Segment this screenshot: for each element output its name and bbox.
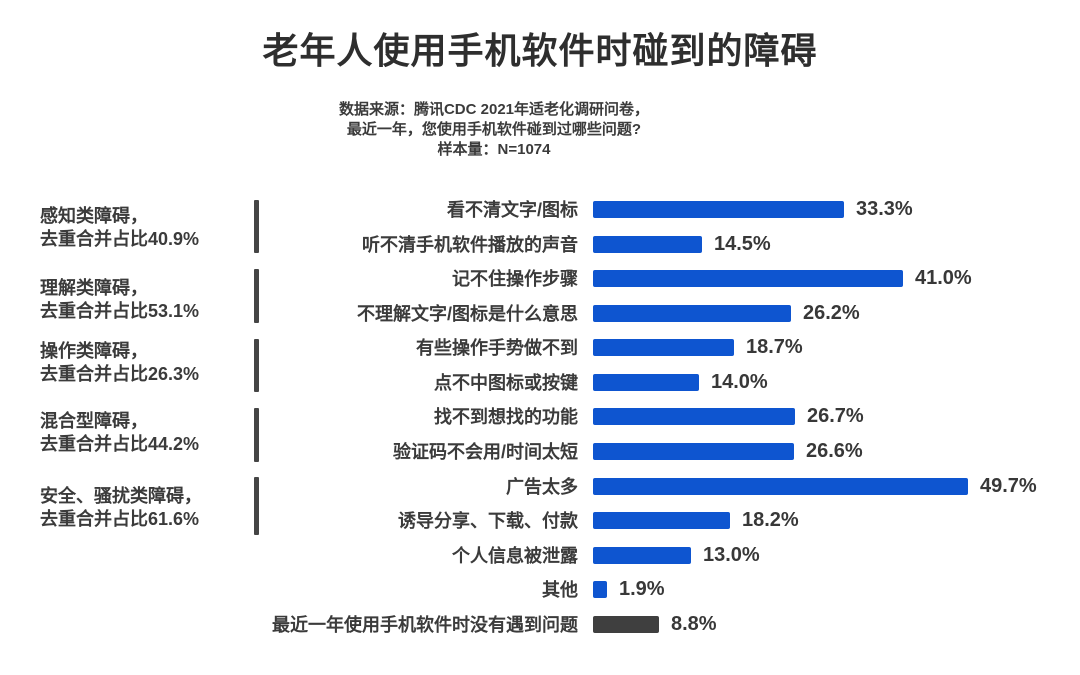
bar [593, 338, 734, 356]
bar-row: 记不住操作步骤 41.0% [0, 261, 1080, 295]
bar-value-label: 49.7% [980, 474, 1037, 497]
chart-title: 老年人使用手机软件时碰到的障碍 [262, 30, 818, 71]
bar-row: 点不中图标或按键 14.0% [0, 365, 1080, 399]
group-label-name-line: 操作类障碍， [40, 341, 148, 361]
bar-value-label: 14.5% [714, 232, 771, 255]
bar-category-label: 个人信息被泄露 [452, 546, 578, 566]
bar-row: 验证码不会用/时间太短 26.6% [0, 434, 1080, 468]
group-label-name-line: 理解类障碍， [40, 278, 148, 298]
group-label: 操作类障碍， 去重合并占比26.3% [40, 340, 199, 386]
bar-row: 找不到想找的功能 26.7% [0, 399, 1080, 433]
bar [593, 615, 659, 633]
bar [593, 511, 730, 529]
bar-value-label: 33.3% [856, 197, 913, 220]
bar [593, 373, 699, 391]
group-divider-line [254, 339, 259, 392]
bar-category-label: 诱导分享、下载、付款 [398, 511, 578, 531]
group-label: 安全、骚扰类障碍， 去重合并占比61.6% [40, 485, 202, 531]
group-label-percent-line: 去重合并占比40.9% [40, 229, 200, 249]
group-label: 理解类障碍， 去重合并占比53.1% [40, 277, 199, 323]
bar-row: 看不清文字/图标 33.3% [0, 192, 1080, 226]
bar-value-label: 26.2% [803, 301, 860, 324]
bar-category-label: 找不到想找的功能 [434, 407, 578, 427]
group-label-percent-line: 去重合并占比53.1% [40, 301, 200, 321]
bar-value-label: 8.8% [671, 612, 717, 635]
bar [593, 235, 702, 253]
bar-category-label: 最近一年使用手机软件时没有遇到问题 [272, 615, 578, 635]
bar-value-label: 18.7% [746, 335, 803, 358]
bar [593, 200, 844, 218]
group-label: 感知类障碍， 去重合并占比40.9% [40, 205, 199, 251]
bar-row: 其他 1.9% [0, 572, 1080, 606]
group-label-percent-line: 去重合并占比61.6% [40, 509, 200, 529]
group-divider-line [254, 477, 259, 535]
bar [593, 442, 794, 460]
bar [593, 269, 903, 287]
bar-value-label: 14.0% [711, 370, 768, 393]
group-label: 混合型障碍， 去重合并占比44.2% [40, 410, 199, 456]
bar-row: 个人信息被泄露 13.0% [0, 538, 1080, 572]
bar-value-label: 41.0% [915, 266, 972, 289]
bar-row: 有些操作手势做不到 18.7% [0, 330, 1080, 364]
group-divider-line [254, 200, 259, 253]
bar-value-label: 26.7% [807, 404, 864, 427]
group-label-name-line: 安全、骚扰类障碍， [40, 486, 202, 506]
group-label-percent-line: 去重合并占比26.3% [40, 364, 200, 384]
bar-value-label: 26.6% [806, 439, 863, 462]
chart-subtitle: 数据来源：腾讯CDC 2021年适老化调研问卷， 最近一年，您使用手机软件碰到过… [94, 100, 894, 160]
bar [593, 407, 795, 425]
bar-row: 广告太多 49.7% [0, 469, 1080, 503]
bar [593, 477, 968, 495]
group-label-percent-line: 去重合并占比44.2% [40, 434, 200, 454]
bar-category-label: 听不清手机软件播放的声音 [362, 235, 578, 255]
bar-category-label: 点不中图标或按键 [434, 373, 578, 393]
bar [593, 546, 691, 564]
bar-category-label: 广告太多 [506, 477, 578, 497]
group-label-name-line: 感知类障碍， [40, 206, 148, 226]
subtitle-source-line: 数据来源：腾讯CDC 2021年适老化调研问卷， [338, 101, 650, 118]
bar-category-label: 验证码不会用/时间太短 [393, 442, 578, 462]
group-label-name-line: 混合型障碍， [40, 411, 148, 431]
bar-category-label: 记不住操作步骤 [452, 269, 578, 289]
bar-category-label: 看不清文字/图标 [446, 200, 578, 220]
bar-row: 不理解文字/图标是什么意思 26.2% [0, 296, 1080, 330]
bar-row: 最近一年使用手机软件时没有遇到问题 8.8% [0, 607, 1080, 641]
group-divider-line [254, 269, 259, 323]
bar-value-label: 13.0% [703, 543, 760, 566]
bar-value-label: 18.2% [742, 508, 799, 531]
subtitle-question-line: 最近一年，您使用手机软件碰到过哪些问题? [346, 121, 642, 138]
bar-category-label: 有些操作手势做不到 [416, 338, 578, 358]
bar-value-label: 1.9% [619, 577, 665, 600]
bar [593, 580, 607, 598]
bar [593, 304, 791, 322]
group-divider-line [254, 408, 259, 462]
bar-category-label: 其他 [542, 580, 578, 600]
bar-row: 听不清手机软件播放的声音 14.5% [0, 227, 1080, 261]
bar-category-label: 不理解文字/图标是什么意思 [357, 304, 578, 324]
bar-row: 诱导分享、下载、付款 18.2% [0, 503, 1080, 537]
subtitle-sample-line: 样本量：N=1074 [437, 141, 551, 158]
